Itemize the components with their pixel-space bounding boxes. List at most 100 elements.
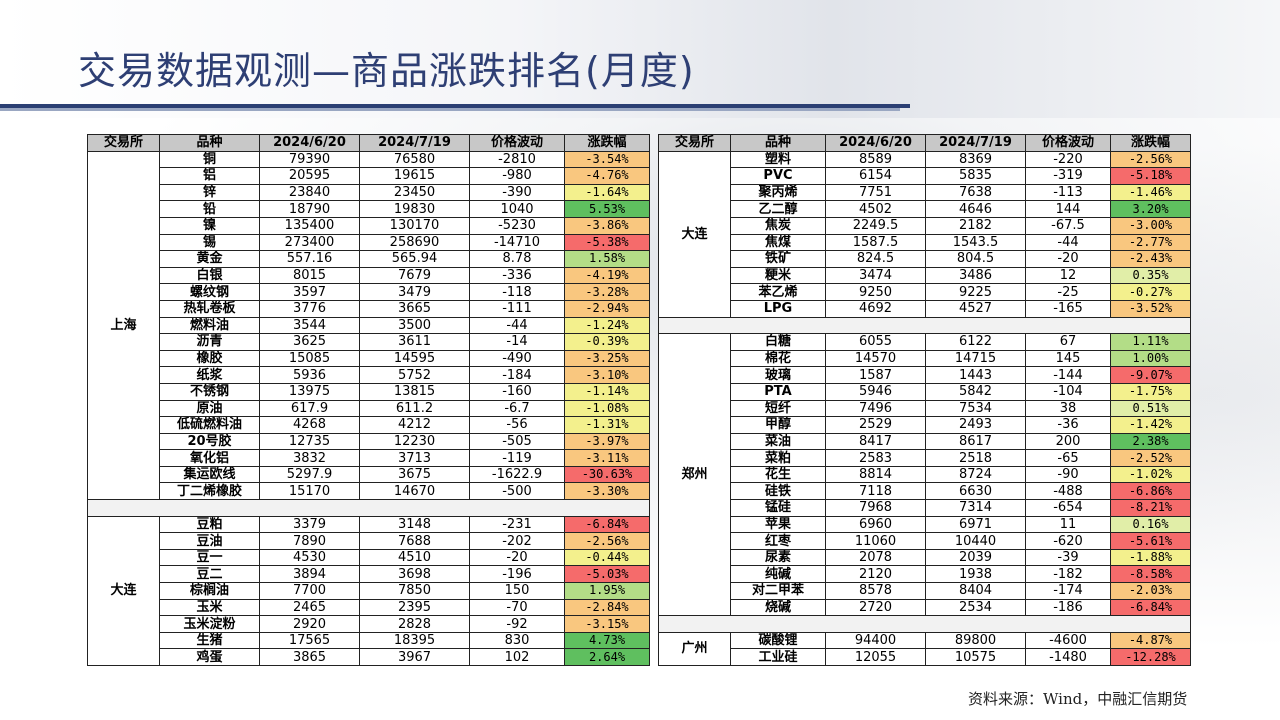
col-commodity: 品种 [159,134,260,152]
price-start: 135400 [259,216,360,235]
price-change: -336 [469,266,565,285]
pct-change: -0.27% [1110,283,1191,301]
price-start: 12735 [259,432,360,451]
commodity-name: 生猪 [159,631,260,650]
price-start: 3544 [259,316,360,335]
price-end: 3500 [359,316,470,335]
pct-change: -0.39% [564,333,650,351]
price-change: -111 [469,299,565,318]
commodity-name: 纸浆 [159,366,260,384]
price-start: 14570 [825,349,926,368]
table-row: 热轧卷板 3776 3665 -111 -2.94% [88,299,650,318]
price-start: 5946 [825,382,926,401]
price-end: 10575 [925,648,1026,666]
table-row: 沥青 3625 3611 -14 -0.39% [88,333,650,351]
price-start: 6960 [825,515,926,534]
price-end: 4527 [925,299,1026,318]
price-change: -14710 [469,233,565,252]
table-row: 大连 塑料 8589 8369 -220 -2.56% [658,150,1191,318]
price-change: -14 [469,333,565,351]
commodity-name: 沥青 [159,333,260,351]
price-start: 5936 [259,366,360,384]
commodity-name: 甲醇 [730,416,826,434]
price-change: -104 [1025,382,1111,401]
commodity-name: 豆粕 [159,515,260,534]
price-change: -184 [469,366,565,384]
price-change: -118 [469,283,565,301]
right-table-body: 大连 塑料 8589 8369 -220 -2.56% PVC 6154 5835 -319 -5.… [658,150,1191,667]
table-row: 玻璃 1587 1443 -144 -9.07% [659,366,1191,384]
price-change: 144 [1025,200,1111,218]
commodity-name: 铅 [159,200,260,218]
table-row: 不锈钢 13975 13815 -160 -1.14% [88,382,650,401]
price-change: -500 [469,482,565,501]
pct-change: -3.54% [564,150,650,169]
price-end: 7314 [925,499,1026,517]
price-change: 150 [469,582,565,600]
price-change: -92 [469,615,565,633]
right-table-header: 交易所 品种 2024/6/20 2024/7/19 价格波动 涨跌幅 [658,134,1191,152]
commodity-name: 对二甲苯 [730,582,826,600]
price-end: 3148 [359,515,470,534]
price-change: -5230 [469,216,565,235]
table-row: 苹果 6960 6971 11 0.16% [659,515,1191,534]
title-underline-accent [0,108,900,111]
price-end: 1543.5 [925,233,1026,252]
commodity-name: 纯碱 [730,565,826,584]
price-change: 1040 [469,200,565,218]
table-row: 菜粕 2583 2518 -65 -2.52% [659,449,1191,467]
price-start: 5297.9 [259,465,360,484]
price-end: 804.5 [925,250,1026,268]
table-row: 苯乙烯 9250 9225 -25 -0.27% [659,283,1191,301]
table-row: 玉米淀粉 2920 2828 -92 -3.15% [88,615,650,633]
pct-change: -2.52% [1110,449,1191,467]
commodity-name: 不锈钢 [159,382,260,401]
price-start: 3625 [259,333,360,351]
commodity-name: 豆一 [159,548,260,567]
exchange-cell: 大连 [87,515,160,667]
price-start: 1587 [825,366,926,384]
price-start: 7700 [259,582,360,600]
commodity-name: 铝 [159,167,260,185]
price-start: 4530 [259,548,360,567]
table-row: 花生 8814 8724 -90 -1.02% [659,465,1191,484]
price-end: 7679 [359,266,470,285]
pct-change: 1.11% [1110,333,1191,351]
price-end: 2534 [925,598,1026,617]
table-row: 螺纹钢 3597 3479 -118 -3.28% [88,283,650,301]
pct-change: -9.07% [1110,366,1191,384]
price-change: -980 [469,167,565,185]
price-change: -70 [469,598,565,617]
right-ranking-table: 交易所 品种 2024/6/20 2024/7/19 价格波动 涨跌幅 大连 塑料… [658,134,1191,667]
page-title: 交易数据观测—商品涨跌排名(月度) [78,49,695,93]
commodity-name: 丁二烯橡胶 [159,482,260,501]
price-start: 8417 [825,432,926,451]
price-change: -44 [1025,233,1111,252]
commodity-name: 燃料油 [159,316,260,335]
commodity-name: 橡胶 [159,349,260,368]
price-end: 10440 [925,532,1026,550]
table-row: 纸浆 5936 5752 -184 -3.10% [88,366,650,384]
pct-change: -5.38% [564,233,650,252]
pct-change: -4.19% [564,266,650,285]
price-end: 8724 [925,465,1026,484]
commodity-name: 焦炭 [730,216,826,235]
pct-change: -1.24% [564,316,650,335]
table-row: 锡 273400 258690 -14710 -5.38% [88,233,650,252]
price-end: 8617 [925,432,1026,451]
table-row: 硅铁 7118 6630 -488 -6.86% [659,482,1191,501]
pct-change: -4.87% [1110,631,1191,650]
pct-change: -3.25% [564,349,650,368]
commodity-name: 碳酸锂 [730,631,826,650]
price-change: -113 [1025,183,1111,202]
price-change: -67.5 [1025,216,1111,235]
col-date-end: 2024/7/19 [359,134,470,152]
table-row: 纯碱 2120 1938 -182 -8.58% [659,565,1191,584]
price-end: 18395 [359,631,470,650]
pct-change: -5.61% [1110,532,1191,550]
price-end: 2039 [925,548,1026,567]
pct-change: -12.28% [1110,648,1191,666]
price-start: 273400 [259,233,360,252]
price-end: 1443 [925,366,1026,384]
price-change: -56 [469,416,565,434]
